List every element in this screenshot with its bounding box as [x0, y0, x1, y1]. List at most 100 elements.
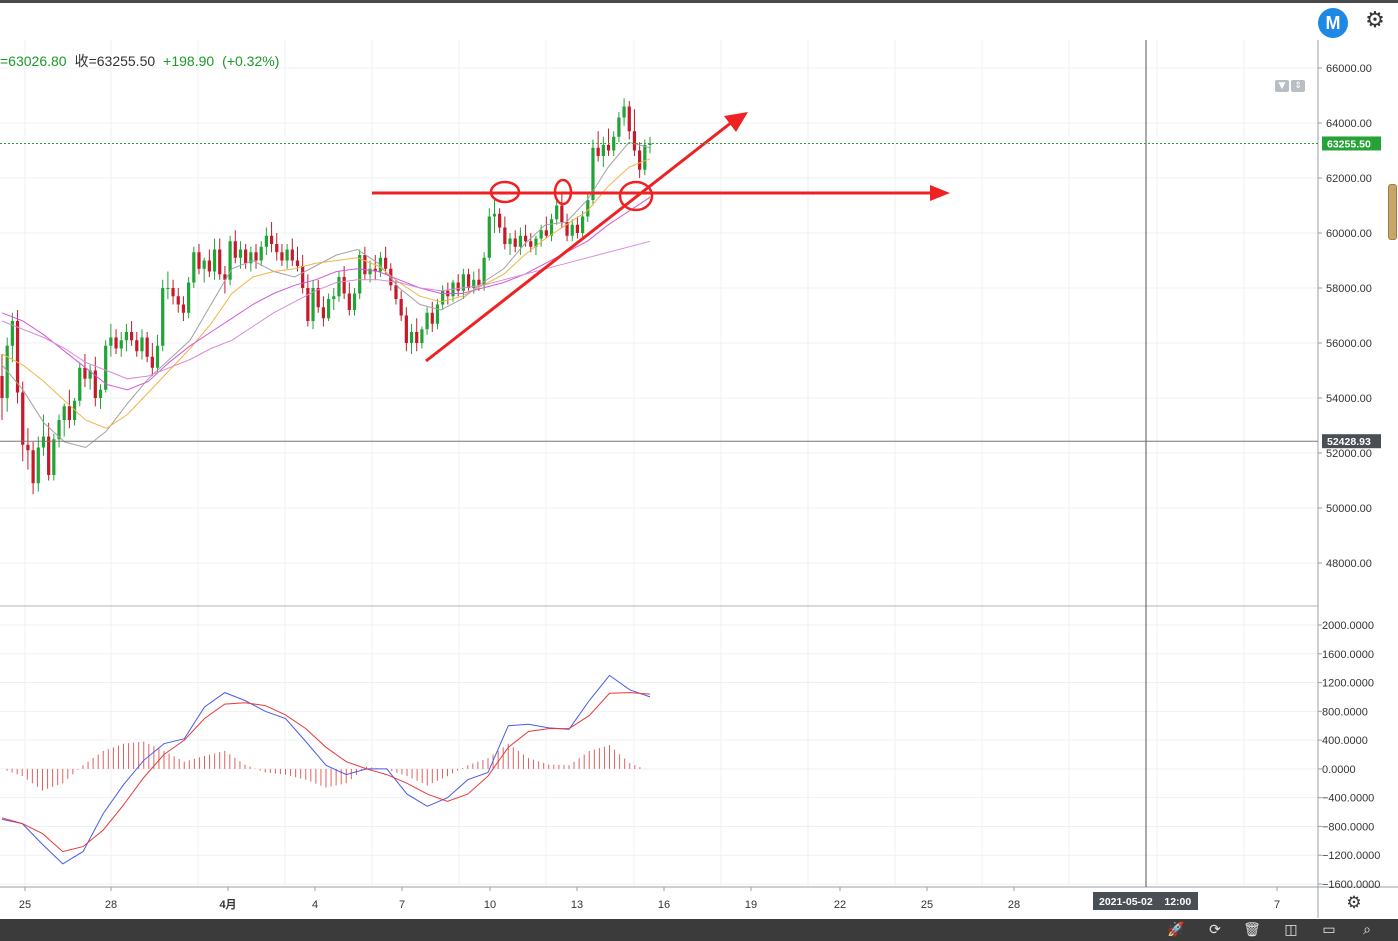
candle-body	[425, 312, 429, 330]
candle-body	[534, 238, 538, 247]
window-top-border	[0, 0, 1398, 3]
axis-settings-icon[interactable]: ⚙	[1346, 893, 1362, 913]
time-tick-label: 19	[745, 899, 757, 911]
candle-body	[544, 230, 548, 236]
macd-tick-label: 0.0000	[1322, 764, 1356, 776]
time-tick-label: 22	[834, 899, 846, 911]
candle-body	[368, 268, 372, 275]
price-tick-label: 66000.00	[1326, 63, 1372, 75]
time-tick-label: 10	[484, 899, 496, 911]
candlestick-pane[interactable]	[0, 98, 652, 495]
candle-body	[441, 290, 445, 305]
candle-body	[617, 117, 621, 137]
ma-short-line	[1, 141, 651, 449]
horizontal-arrow-head	[930, 185, 950, 201]
price-tick-label: 50000.00	[1326, 503, 1372, 515]
candle-body	[197, 252, 201, 269]
candle-body	[409, 332, 414, 343]
candle-body	[461, 274, 465, 291]
candle-body	[36, 447, 40, 484]
candle-body	[192, 252, 196, 283]
candle-body	[384, 257, 388, 269]
candle-body	[264, 235, 268, 247]
candle-body	[632, 131, 637, 151]
candle-body	[456, 282, 460, 291]
breakout-circle-marker	[489, 180, 521, 204]
candle-body	[586, 200, 590, 217]
candle-body	[301, 266, 305, 288]
trend-arrow-line	[425, 120, 733, 363]
window-icon[interactable]: ▭	[1322, 922, 1336, 938]
crosshair-price-badge	[1322, 434, 1381, 449]
candle-body	[0, 376, 4, 398]
macd-dif-line	[1, 674, 651, 865]
ma-long-line	[1, 196, 651, 391]
time-tick-label: 7	[1274, 899, 1280, 911]
grid-lines	[0, 40, 1318, 886]
time-tick-label: 16	[658, 899, 670, 911]
candle-body	[466, 274, 471, 288]
price-scale-scroll-handle[interactable]	[1388, 184, 1397, 240]
expand-toggle-icon[interactable]: ⇕	[1291, 80, 1305, 92]
candle-body	[259, 246, 263, 261]
macd-tick-label: 1200.0000	[1322, 678, 1374, 690]
price-tick-label: 52000.00	[1326, 448, 1372, 460]
price-tick-label: 60000.00	[1326, 228, 1372, 240]
candle-body	[109, 337, 113, 346]
candle-body	[15, 321, 20, 393]
candle-body	[316, 288, 320, 308]
replay-icon[interactable]: ⟳	[1209, 922, 1221, 938]
candle-body	[643, 145, 647, 170]
collapse-down-icon[interactable]: ▼	[1275, 80, 1289, 92]
candle-body	[155, 345, 160, 368]
candle-body	[518, 235, 523, 247]
crosshair-price-label: 52428.93	[1327, 436, 1371, 448]
candle-body	[321, 307, 326, 319]
macd-pane[interactable]	[1, 674, 651, 865]
candle-body	[404, 315, 408, 343]
candle-body	[280, 252, 284, 261]
trash-icon[interactable]: 🗑	[1243, 922, 1261, 938]
candle-body	[249, 252, 253, 264]
candle-body	[648, 143, 652, 145]
candle-body	[477, 279, 481, 286]
candle-body	[606, 145, 611, 151]
candle-body	[498, 213, 502, 228]
axes: 66000.00 64000.00 62000.00 60000.00 58000.00…	[0, 40, 1398, 918]
drawn-annotations[interactable]	[372, 112, 950, 363]
split-view-icon[interactable]: ◫	[1284, 922, 1298, 938]
candle-body	[508, 238, 512, 244]
candle-body	[233, 241, 237, 258]
candle-body	[596, 147, 600, 156]
candle-body	[581, 216, 585, 233]
search-icon[interactable]: ⌕	[1363, 922, 1371, 938]
candle-body	[98, 389, 103, 398]
candle-body	[223, 274, 227, 280]
candle-body	[306, 288, 310, 321]
last-price-badge	[1322, 136, 1381, 151]
crosshair-time-badge	[1093, 892, 1198, 910]
candle-body	[104, 345, 108, 390]
time-tick-label: 13	[571, 899, 583, 911]
price-tick-label: 62000.00	[1326, 173, 1372, 185]
rocket-icon[interactable]: 🚀	[1167, 922, 1185, 938]
ohlc-readout: =63026.80 收=63255.50 +198.90 (+0.32%)	[0, 51, 287, 71]
candle-body	[601, 145, 605, 156]
candle-body	[166, 288, 170, 289]
candle-body	[78, 367, 82, 401]
candle-body	[202, 260, 206, 269]
candle-body	[140, 337, 144, 352]
candle-body	[57, 420, 61, 440]
candle-body	[352, 293, 357, 310]
brand-logo-button[interactable]: M	[1318, 8, 1348, 38]
breakout-circle-marker	[553, 178, 573, 206]
gear-icon[interactable]: ⚙	[1365, 8, 1385, 33]
crosshair-time-label: 2021-05-02 12:00	[1099, 896, 1191, 908]
price-tick-label: 54000.00	[1326, 393, 1372, 405]
macd-tick-label: −400.0000	[1322, 793, 1374, 805]
time-tick-label: 25	[921, 899, 933, 911]
candle-body	[295, 260, 300, 266]
candle-body	[290, 249, 294, 261]
price-tick-label: 56000.00	[1326, 338, 1372, 350]
